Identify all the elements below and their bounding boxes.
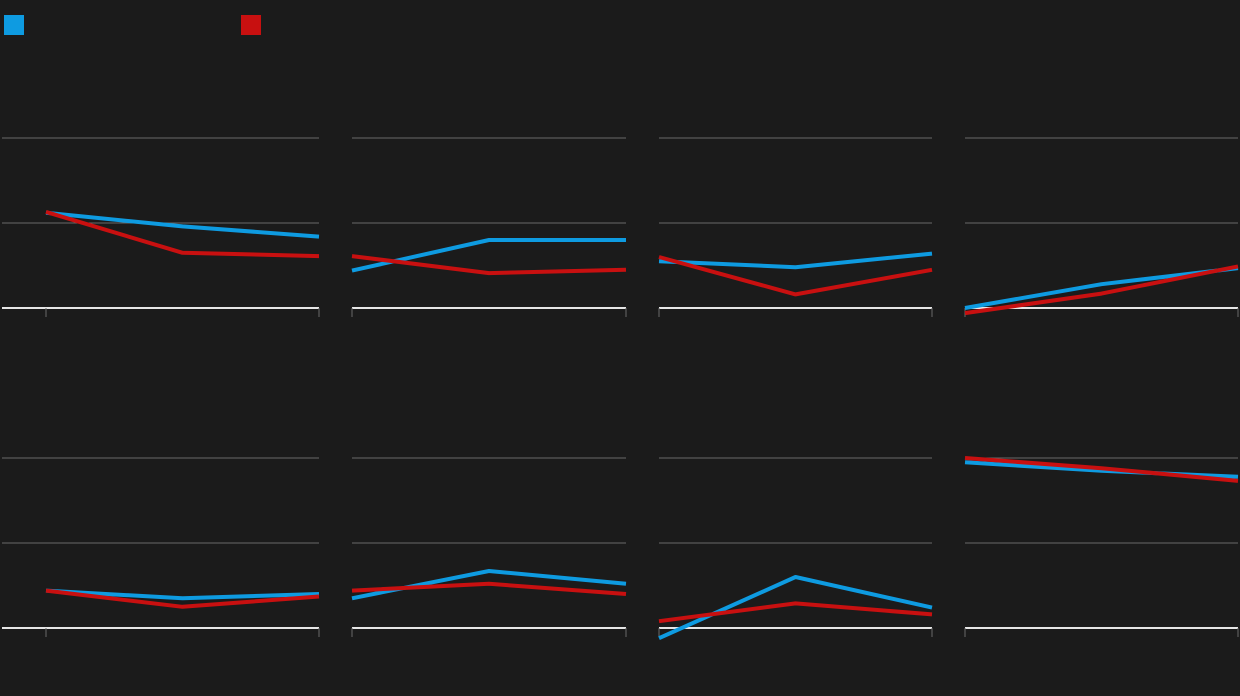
series-line-red [964,264,1239,316]
series-line-blue [45,588,320,601]
panel-7 [658,457,933,641]
series-line-red [658,601,933,624]
panel-2 [351,137,627,317]
series-line-blue [658,575,933,641]
panel-3 [658,137,933,317]
panel-1 [2,137,320,317]
series-line-red [351,254,627,276]
legend-swatch-series-a [4,15,24,35]
series-line-red [45,588,320,609]
legend-item-series-b [241,15,269,35]
series-line-red [658,255,933,297]
panel-8 [964,456,1239,637]
legend-swatch-series-b [241,15,261,35]
panel-4 [964,137,1239,317]
series-line-blue [45,210,320,239]
panel-6 [351,457,627,637]
series-line-red [45,209,320,259]
series-line-blue [658,251,933,270]
series-line-red [964,456,1239,483]
series-line-blue [351,238,626,273]
panel-5 [2,457,320,637]
legend-item-series-a [4,15,32,35]
series-line-red [351,581,627,596]
